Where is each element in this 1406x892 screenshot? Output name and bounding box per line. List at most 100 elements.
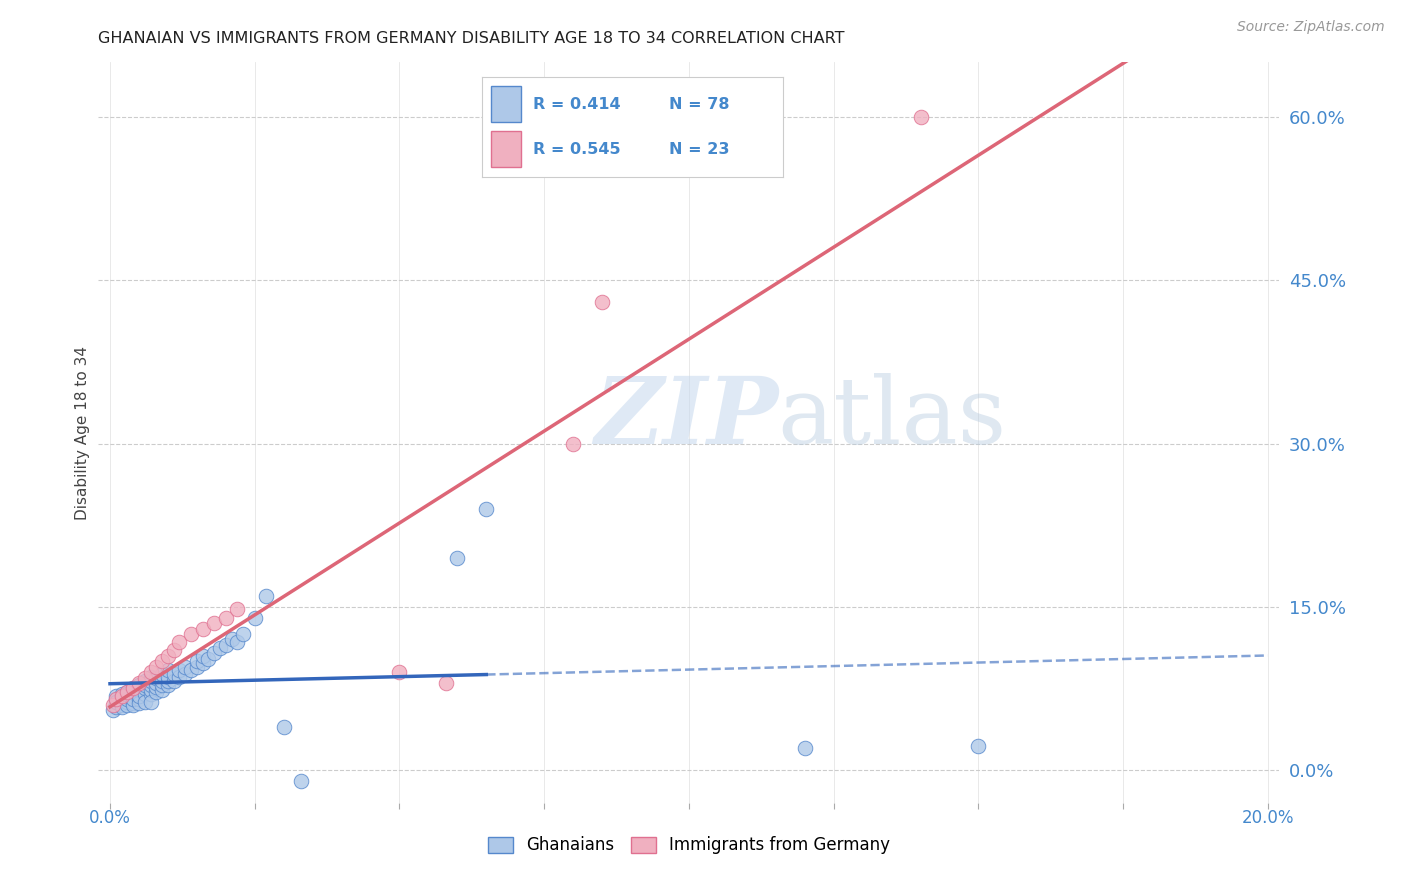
Point [215,638,238,652]
Point [134,694,156,708]
Point [388,665,411,680]
Point [202,646,225,660]
Point [101,703,124,717]
Text: 20.0%: 20.0% [1241,809,1294,827]
Point [226,634,249,648]
Point [145,685,167,699]
Point [186,654,208,668]
Point [117,685,139,699]
Point [128,678,150,692]
Point [562,436,585,450]
Point [110,689,132,703]
Text: atlas: atlas [778,373,1007,463]
Point [150,678,173,692]
Point [290,774,312,789]
Point [169,663,191,677]
Point [110,692,132,706]
Point [156,669,179,683]
Point [139,682,162,697]
Point [139,694,162,708]
Point [128,692,150,706]
Point [150,654,173,668]
Point [191,657,214,671]
Text: ZIP: ZIP [595,373,779,463]
Point [156,663,179,677]
Point [122,689,145,703]
Point [232,627,254,641]
Point [163,643,186,657]
Point [145,681,167,695]
Point [591,295,613,310]
Point [104,689,127,703]
Legend: Ghanaians, Immigrants from Germany: Ghanaians, Immigrants from Germany [481,830,897,861]
Point [254,589,277,603]
Point [110,689,132,703]
Point [139,669,162,683]
Point [202,616,225,631]
Point [104,698,127,712]
Point [122,681,145,696]
Point [475,501,498,516]
Point [163,673,186,688]
Point [156,678,179,692]
Point [163,667,186,681]
Point [174,667,197,681]
Point [134,681,156,696]
Point [434,676,457,690]
Point [169,669,191,683]
Point [117,687,139,701]
Point [104,700,127,714]
Point [117,698,139,712]
Point [117,692,139,706]
Point [139,665,162,680]
Point [104,692,127,706]
Point [180,663,202,677]
Point [134,678,156,692]
Point [122,685,145,699]
Point [215,611,238,625]
Point [273,720,295,734]
Point [174,659,197,673]
Point [139,673,162,688]
Text: 0.0%: 0.0% [89,809,131,827]
Point [134,671,156,685]
Point [104,692,127,706]
Point [101,698,124,712]
Point [191,648,214,663]
Point [221,632,243,647]
Point [156,673,179,688]
Point [186,659,208,673]
Point [169,634,191,648]
Point [128,696,150,710]
Point [104,694,127,708]
Point [122,698,145,712]
Point [226,602,249,616]
Point [128,687,150,701]
Point [122,692,145,706]
Point [122,696,145,710]
Point [110,698,132,712]
Point [150,682,173,697]
Point [110,687,132,701]
Point [910,110,932,124]
Point [122,681,145,696]
Point [145,659,167,673]
Point [117,689,139,703]
Point [117,694,139,708]
Point [208,641,231,656]
Point [134,673,156,688]
Point [145,676,167,690]
Point [180,627,202,641]
Point [128,676,150,690]
Point [150,673,173,688]
Point [128,689,150,703]
Point [139,687,162,701]
Point [110,700,132,714]
Point [145,671,167,685]
Point [150,667,173,681]
Point [197,652,219,666]
Point [156,648,179,663]
Text: GHANAIAN VS IMMIGRANTS FROM GERMANY DISABILITY AGE 18 TO 34 CORRELATION CHART: GHANAIAN VS IMMIGRANTS FROM GERMANY DISA… [98,31,845,46]
Y-axis label: Disability Age 18 to 34: Disability Age 18 to 34 [75,345,90,520]
Point [117,685,139,699]
